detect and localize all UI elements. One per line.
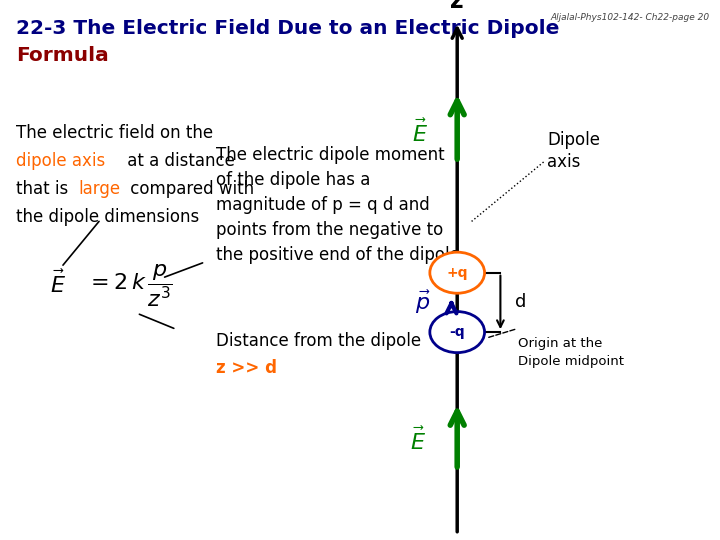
- Text: d: d: [515, 293, 526, 312]
- Text: dipole axis: dipole axis: [16, 152, 105, 170]
- Text: The electric dipole moment
of the dipole has a
magnitude of p = q d and
points f: The electric dipole moment of the dipole…: [216, 146, 460, 264]
- Text: Formula: Formula: [16, 46, 109, 65]
- Text: Distance from the dipole: Distance from the dipole: [216, 332, 421, 350]
- Text: -q: -q: [449, 325, 465, 339]
- Circle shape: [430, 252, 485, 293]
- Text: The electric field on the: The electric field on the: [16, 124, 213, 142]
- Text: $\vec{E}$: $\vec{E}$: [50, 270, 66, 297]
- Text: 22-3 The Electric Field Due to an Electric Dipole: 22-3 The Electric Field Due to an Electr…: [16, 19, 559, 38]
- Text: $\vec{E}$: $\vec{E}$: [410, 427, 426, 454]
- Text: the dipole dimensions: the dipole dimensions: [16, 208, 199, 226]
- Text: compared with: compared with: [125, 180, 254, 198]
- Text: +q: +q: [446, 266, 468, 280]
- Text: Origin at the
Dipole midpoint: Origin at the Dipole midpoint: [518, 338, 624, 368]
- Text: z >> d: z >> d: [216, 359, 277, 377]
- Text: $\vec{p}$: $\vec{p}$: [415, 289, 431, 316]
- Circle shape: [430, 312, 485, 353]
- Text: large: large: [78, 180, 121, 198]
- Text: Aljalal-Phys102-142- Ch22-page 20: Aljalal-Phys102-142- Ch22-page 20: [550, 14, 709, 23]
- Text: Dipole
axis: Dipole axis: [547, 131, 600, 171]
- Text: at a distance: at a distance: [122, 152, 235, 170]
- Text: that is: that is: [16, 180, 73, 198]
- Text: $\vec{E}$: $\vec{E}$: [413, 119, 428, 146]
- Text: z: z: [451, 0, 464, 14]
- Text: $= 2\,k\,\dfrac{p}{z^3}$: $= 2\,k\,\dfrac{p}{z^3}$: [86, 263, 173, 309]
